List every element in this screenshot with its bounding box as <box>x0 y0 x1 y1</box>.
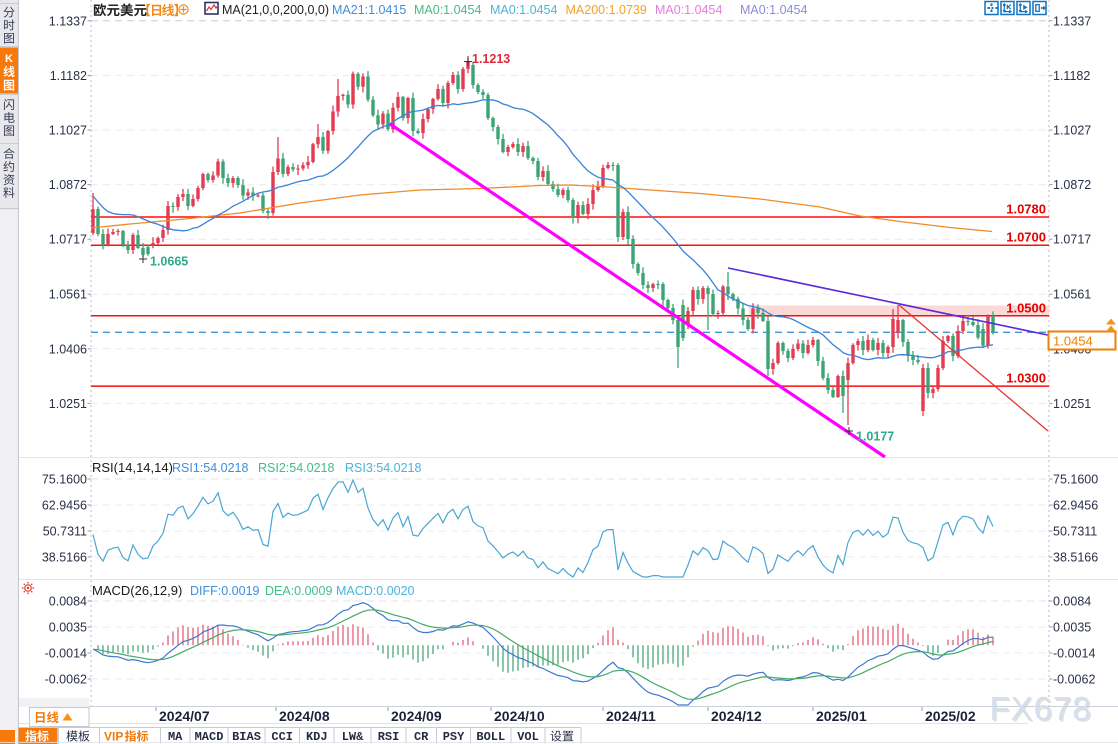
svg-text:-0.0014: -0.0014 <box>45 647 87 661</box>
svg-text:1.1182: 1.1182 <box>50 69 87 83</box>
svg-text:-0.0062: -0.0062 <box>1053 673 1095 687</box>
svg-text:CCI: CCI <box>271 730 293 744</box>
svg-text:MA(21,0,0,200,0,0): MA(21,0,0,200,0,0) <box>222 3 329 17</box>
svg-text:RSI3:54.0218: RSI3:54.0218 <box>345 461 421 475</box>
svg-text:2025/02: 2025/02 <box>925 708 976 724</box>
svg-text:38.5166: 38.5166 <box>42 551 87 565</box>
svg-text:0.0035: 0.0035 <box>49 621 87 635</box>
svg-text:2024/11: 2024/11 <box>606 708 656 724</box>
svg-text:MA200:1.0739: MA200:1.0739 <box>566 3 647 17</box>
svg-text:1.1027: 1.1027 <box>1053 124 1091 138</box>
svg-text:2024/08: 2024/08 <box>279 708 330 724</box>
svg-text:0.0035: 0.0035 <box>1053 621 1091 635</box>
svg-text:1.0665: 1.0665 <box>150 255 188 269</box>
svg-text:1.1182: 1.1182 <box>1053 69 1090 83</box>
svg-text:FX678: FX678 <box>991 692 1093 729</box>
svg-text:MA0:1.0454: MA0:1.0454 <box>655 3 722 17</box>
svg-text:RSI2:54.0218: RSI2:54.0218 <box>258 461 334 475</box>
svg-text:0.0084: 0.0084 <box>1053 595 1091 609</box>
svg-text:1.1027: 1.1027 <box>49 124 87 138</box>
svg-text:MA0:1.0454: MA0:1.0454 <box>740 3 807 17</box>
svg-text:2024/09: 2024/09 <box>391 708 442 724</box>
svg-text:RSI1:54.0218: RSI1:54.0218 <box>172 461 248 475</box>
svg-text:DEA:0.0009: DEA:0.0009 <box>265 584 332 598</box>
svg-text:K: K <box>5 53 13 65</box>
svg-text:1.0717: 1.0717 <box>49 233 87 247</box>
svg-text:2024/12: 2024/12 <box>711 708 762 724</box>
svg-text:1.0700: 1.0700 <box>1006 230 1046 245</box>
svg-text:1.0251: 1.0251 <box>49 397 87 411</box>
svg-text:1.0561: 1.0561 <box>1053 288 1091 302</box>
svg-text:1.0177: 1.0177 <box>856 430 894 444</box>
svg-text:2025/01: 2025/01 <box>816 708 867 724</box>
svg-text:75.1600: 75.1600 <box>42 473 87 487</box>
svg-text:MA21:1.0415: MA21:1.0415 <box>332 3 406 17</box>
svg-text:1.1337: 1.1337 <box>49 14 87 28</box>
svg-text:DIFF:0.0019: DIFF:0.0019 <box>190 584 260 598</box>
svg-text:1.0300: 1.0300 <box>1006 371 1046 386</box>
svg-text:1.0872: 1.0872 <box>1053 178 1091 192</box>
svg-text:50.7311: 50.7311 <box>43 525 87 539</box>
svg-text:CR: CR <box>414 730 429 744</box>
svg-text:1.1337: 1.1337 <box>1053 14 1091 28</box>
svg-text:VOL: VOL <box>517 730 539 744</box>
svg-text:PSY: PSY <box>443 730 465 744</box>
svg-text:1.0780: 1.0780 <box>1006 202 1046 217</box>
svg-text:1.0500: 1.0500 <box>1006 300 1046 315</box>
svg-text:1.0561: 1.0561 <box>49 288 87 302</box>
svg-text:1.1213: 1.1213 <box>472 52 510 66</box>
svg-text:LW&: LW& <box>342 730 364 744</box>
svg-text:BOLL: BOLL <box>476 730 505 744</box>
svg-text:62.9456: 62.9456 <box>1053 499 1098 513</box>
svg-text:RSI: RSI <box>378 730 400 744</box>
svg-text:1.0406: 1.0406 <box>49 342 87 356</box>
svg-text:MACD:0.0020: MACD:0.0020 <box>336 584 415 598</box>
svg-text:RSI(14,14,14): RSI(14,14,14) <box>92 460 173 475</box>
svg-text:1.0872: 1.0872 <box>49 178 87 192</box>
svg-text:KDJ: KDJ <box>306 730 328 744</box>
svg-text:MACD(26,12,9): MACD(26,12,9) <box>92 583 182 598</box>
svg-text:2024/10: 2024/10 <box>494 708 545 724</box>
svg-text:BIAS: BIAS <box>232 730 261 744</box>
svg-text:FX678: FX678 <box>990 690 1092 727</box>
svg-text:75.1600: 75.1600 <box>1053 473 1098 487</box>
svg-text:2024/07: 2024/07 <box>159 708 210 724</box>
svg-text:1.0717: 1.0717 <box>1053 233 1091 247</box>
svg-text:38.5166: 38.5166 <box>1053 551 1098 565</box>
svg-text:-0.0014: -0.0014 <box>1053 647 1095 661</box>
svg-text:MA0:1.0454: MA0:1.0454 <box>414 3 481 17</box>
svg-text:0.0084: 0.0084 <box>49 595 87 609</box>
svg-text:MA: MA <box>168 730 183 744</box>
svg-text:1.0454: 1.0454 <box>1053 334 1093 349</box>
svg-text:62.9456: 62.9456 <box>42 499 87 513</box>
svg-text:VIP: VIP <box>104 730 123 744</box>
svg-text:MACD: MACD <box>195 730 224 744</box>
svg-text:50.7311: 50.7311 <box>1053 525 1097 539</box>
svg-text:MA0:1.0454: MA0:1.0454 <box>490 3 557 17</box>
svg-text:-0.0062: -0.0062 <box>45 673 87 687</box>
svg-text:1.0251: 1.0251 <box>1053 397 1091 411</box>
